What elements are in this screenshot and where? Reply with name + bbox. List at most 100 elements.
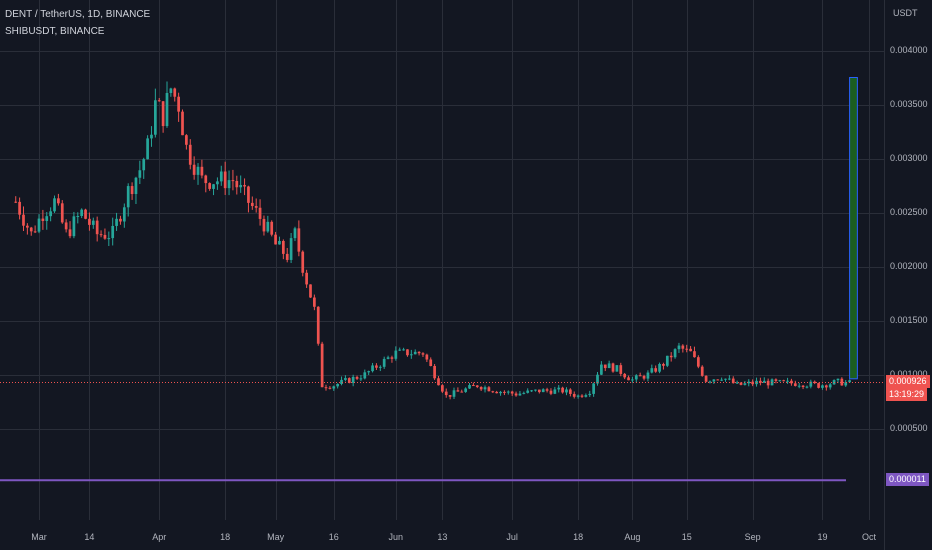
candle-body xyxy=(673,349,677,358)
candle-body xyxy=(460,391,464,393)
candle-body xyxy=(297,228,301,252)
candle-body xyxy=(243,185,246,187)
candle-body xyxy=(805,386,809,388)
candle-body xyxy=(638,375,642,377)
candle-body xyxy=(487,387,491,392)
candle-body xyxy=(534,389,537,391)
candle-body xyxy=(840,378,844,386)
main-symbol-title[interactable]: DENT / TetherUS, 1D, BINANCE xyxy=(5,9,151,20)
candle-body xyxy=(347,378,351,383)
x-tick-label: Apr xyxy=(152,532,167,542)
candle-body xyxy=(731,378,735,384)
candle-body xyxy=(107,238,111,240)
candle-body xyxy=(572,393,576,397)
candle-body xyxy=(503,391,506,393)
candle-body xyxy=(45,216,49,222)
compare-price-badge: 0.000011 xyxy=(886,473,929,487)
candle-body xyxy=(142,159,146,171)
compare-symbol-title[interactable]: SHIBUSDT, BINANCE xyxy=(5,26,105,37)
candle-body xyxy=(161,101,165,127)
candle-body xyxy=(588,393,592,396)
candle-body xyxy=(336,384,340,387)
candle-body xyxy=(84,209,87,219)
candle-body xyxy=(200,166,204,176)
candle-body xyxy=(491,391,495,393)
candle-body xyxy=(441,385,444,392)
candle-body xyxy=(18,201,21,215)
candle-body xyxy=(821,385,824,388)
chart-grid xyxy=(0,0,884,520)
candle-body xyxy=(631,379,634,381)
candle-body xyxy=(759,380,762,383)
candle-body xyxy=(122,207,126,222)
candle-body xyxy=(324,387,328,389)
candle-body xyxy=(150,134,153,139)
candle-body xyxy=(565,389,568,393)
candle-body xyxy=(693,351,696,358)
candle-body xyxy=(646,372,650,379)
candle-body xyxy=(254,206,258,208)
candle-body xyxy=(472,385,475,387)
candle-body xyxy=(743,383,747,385)
x-tick-label: Jul xyxy=(506,532,518,542)
candle-body xyxy=(208,183,212,189)
candle-body xyxy=(720,379,723,381)
candle-body xyxy=(700,366,704,376)
candle-body xyxy=(561,387,564,393)
candle-body xyxy=(111,225,115,239)
candle-body xyxy=(568,389,572,394)
candle-body xyxy=(72,216,76,237)
y-tick-label: 0.001500 xyxy=(890,314,928,325)
candle-body xyxy=(809,381,813,387)
candle-body xyxy=(607,363,611,369)
candle-body xyxy=(157,100,161,102)
candle-body xyxy=(126,186,130,208)
candle-body xyxy=(793,383,797,386)
candle-body xyxy=(526,390,530,393)
candle-body xyxy=(584,395,588,397)
candle-body xyxy=(355,376,359,379)
candle-body xyxy=(417,351,421,354)
candle-body xyxy=(437,378,440,386)
x-tick-label: 18 xyxy=(220,532,231,542)
candle-body xyxy=(130,186,134,195)
candle-body xyxy=(204,175,208,184)
y-tick-label: 0.000500 xyxy=(890,422,928,433)
candle-body xyxy=(293,228,297,239)
candle-body xyxy=(367,371,371,373)
candle-body xyxy=(596,374,599,384)
candle-body xyxy=(216,181,219,185)
candle-body xyxy=(177,96,180,112)
candle-body xyxy=(185,135,188,145)
candle-body xyxy=(499,391,502,394)
candle-body xyxy=(522,392,526,394)
candle-body xyxy=(557,387,561,390)
candle-body xyxy=(677,345,681,350)
candle-body xyxy=(662,363,665,366)
candle-body xyxy=(739,382,743,385)
candle-body xyxy=(619,365,623,374)
candle-body xyxy=(250,202,254,207)
candle-body xyxy=(762,380,766,383)
candle-body xyxy=(301,251,305,273)
x-tick-label: 19 xyxy=(817,532,828,542)
candle-body xyxy=(227,180,231,189)
projection-box[interactable] xyxy=(849,77,858,380)
candle-body xyxy=(33,231,37,233)
candle-body xyxy=(223,171,227,189)
candle-body xyxy=(545,389,549,391)
candle-body xyxy=(685,348,689,350)
candle-body xyxy=(320,343,324,388)
candle-body xyxy=(88,218,91,225)
x-tick-label: 16 xyxy=(328,532,339,542)
candle-body xyxy=(848,380,851,383)
candle-body xyxy=(134,177,138,195)
candle-body xyxy=(444,391,448,396)
candle-body xyxy=(817,383,820,388)
y-tick-label: 0.002500 xyxy=(890,206,928,217)
candle-body xyxy=(421,353,425,355)
candle-body xyxy=(506,391,510,393)
candle-body xyxy=(99,234,103,236)
candle-body xyxy=(29,227,33,232)
